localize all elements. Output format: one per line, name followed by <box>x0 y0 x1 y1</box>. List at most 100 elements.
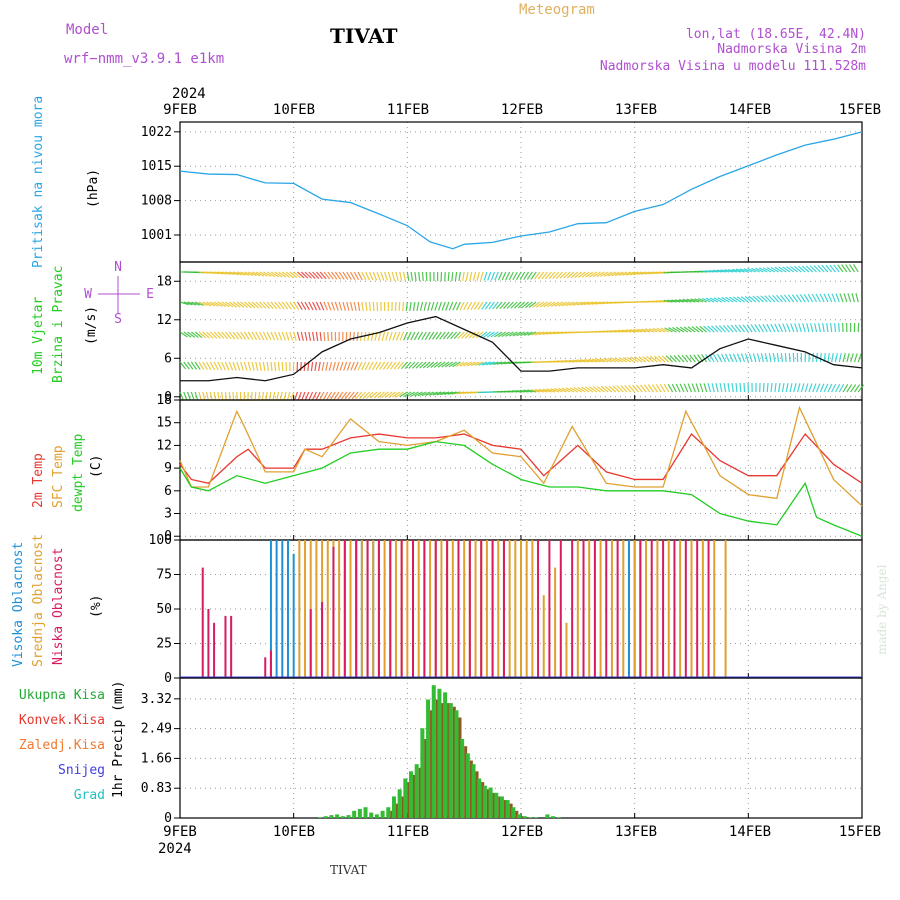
wind-barb <box>381 331 386 341</box>
series-line <box>180 315 863 382</box>
wind-barb <box>608 385 617 393</box>
bottom-date-tick: 9FEB <box>163 824 197 840</box>
wind-barb <box>629 271 639 276</box>
wind-barb <box>399 331 405 341</box>
wind-barb <box>853 353 858 363</box>
wind-barb <box>285 331 290 341</box>
legend-ukupna: Ukupna Kisa <box>19 688 105 703</box>
wind-barb <box>388 391 397 398</box>
wind-barb <box>776 294 783 303</box>
wind-barb <box>549 331 560 335</box>
wind-barb <box>194 331 203 339</box>
wind-barb <box>581 386 590 393</box>
wind-barb <box>711 383 715 393</box>
wind-barb <box>353 301 357 311</box>
precip-bar-conv <box>407 782 411 818</box>
wind-barb <box>368 361 374 371</box>
precip-bar-total <box>420 728 425 818</box>
wind-barb <box>830 322 833 333</box>
wind-barb <box>251 361 255 371</box>
wind-barb <box>510 301 518 309</box>
cloud-bar <box>633 540 636 678</box>
wind-barb <box>268 391 272 401</box>
wind-barb <box>640 271 650 275</box>
wind-barb <box>770 266 779 273</box>
cloud-bar <box>343 540 346 678</box>
wind-barb <box>217 271 227 275</box>
wind-barb <box>236 361 241 371</box>
wind-barb <box>497 271 503 281</box>
wind-barb <box>786 323 791 333</box>
wind-barb <box>555 271 564 279</box>
top-date-tick: 13FEB <box>615 102 657 118</box>
wind-barb <box>681 354 689 363</box>
wind-barb <box>272 391 276 401</box>
wind-barb <box>795 294 802 303</box>
cloud-bar <box>201 567 204 678</box>
precip-bar-conv <box>515 810 519 818</box>
wind-barb <box>183 391 188 401</box>
wind-barb <box>190 391 195 401</box>
wind-barb <box>221 271 231 275</box>
mid-cloud-label: Srednja Oblacnost <box>31 534 46 667</box>
precip-bar-conv <box>395 803 399 818</box>
wind-barb <box>806 323 810 333</box>
wind-barb <box>797 383 801 393</box>
wind-barb <box>275 391 280 401</box>
wind-barb <box>198 361 205 370</box>
wind-barb <box>395 391 404 398</box>
wind-barb <box>839 293 844 303</box>
wind-barb <box>699 383 704 393</box>
wind-barb <box>475 331 484 339</box>
wind-barb <box>477 301 484 310</box>
wind-barb <box>762 323 768 333</box>
wind-barb <box>748 295 757 303</box>
wind-barb <box>327 331 329 342</box>
wind-barb <box>786 266 795 273</box>
precip-bar-total <box>534 817 539 818</box>
wind-barb <box>725 296 734 303</box>
wind-barb <box>277 331 283 341</box>
wind-barb <box>818 323 821 333</box>
wind-barb <box>380 271 385 281</box>
wind-barb <box>321 361 325 371</box>
cloud-bar <box>366 540 369 678</box>
wind-barb <box>523 271 530 280</box>
precip-ylabels: 1hr Precip (mm) Ukupna Kisa Konvek.Kisa … <box>19 681 126 803</box>
wind-barb <box>678 298 688 303</box>
wind-barb <box>625 329 635 333</box>
wind-barb <box>581 271 590 278</box>
y-tick-label: 1008 <box>141 194 172 209</box>
wind-barb <box>206 331 214 339</box>
wind-barb <box>576 301 586 306</box>
wind-barb <box>499 301 507 310</box>
cloud-bar <box>423 540 426 678</box>
wind-barb <box>361 301 364 311</box>
wind-barb <box>365 301 368 311</box>
wind-barb <box>808 383 813 393</box>
wind-barb <box>452 361 461 368</box>
wind-barb <box>712 269 722 273</box>
wind-barb <box>570 271 579 279</box>
compass-e: E <box>146 287 154 302</box>
wind-barb <box>527 331 537 336</box>
wind-barb <box>213 301 223 307</box>
wind-barb <box>285 271 294 278</box>
wind-barb <box>296 301 303 310</box>
wind-barb <box>782 323 787 333</box>
wind-barb <box>543 301 552 308</box>
wind-barb <box>825 264 833 273</box>
wind-barb <box>266 361 270 371</box>
precip-bar-total <box>443 692 448 818</box>
wind-barb <box>687 383 693 393</box>
precip-bar-total <box>357 809 362 818</box>
y-tick-label: 25 <box>156 637 172 652</box>
wind-barb <box>638 356 647 363</box>
precip-bar-conv <box>401 796 405 818</box>
dewpt-label: dewpt Temp <box>71 434 86 512</box>
wind-barb <box>255 301 263 309</box>
wind-barb <box>330 301 336 311</box>
wind-barb <box>247 331 254 340</box>
wind-barb <box>834 322 837 333</box>
cloud-bar <box>548 540 551 678</box>
